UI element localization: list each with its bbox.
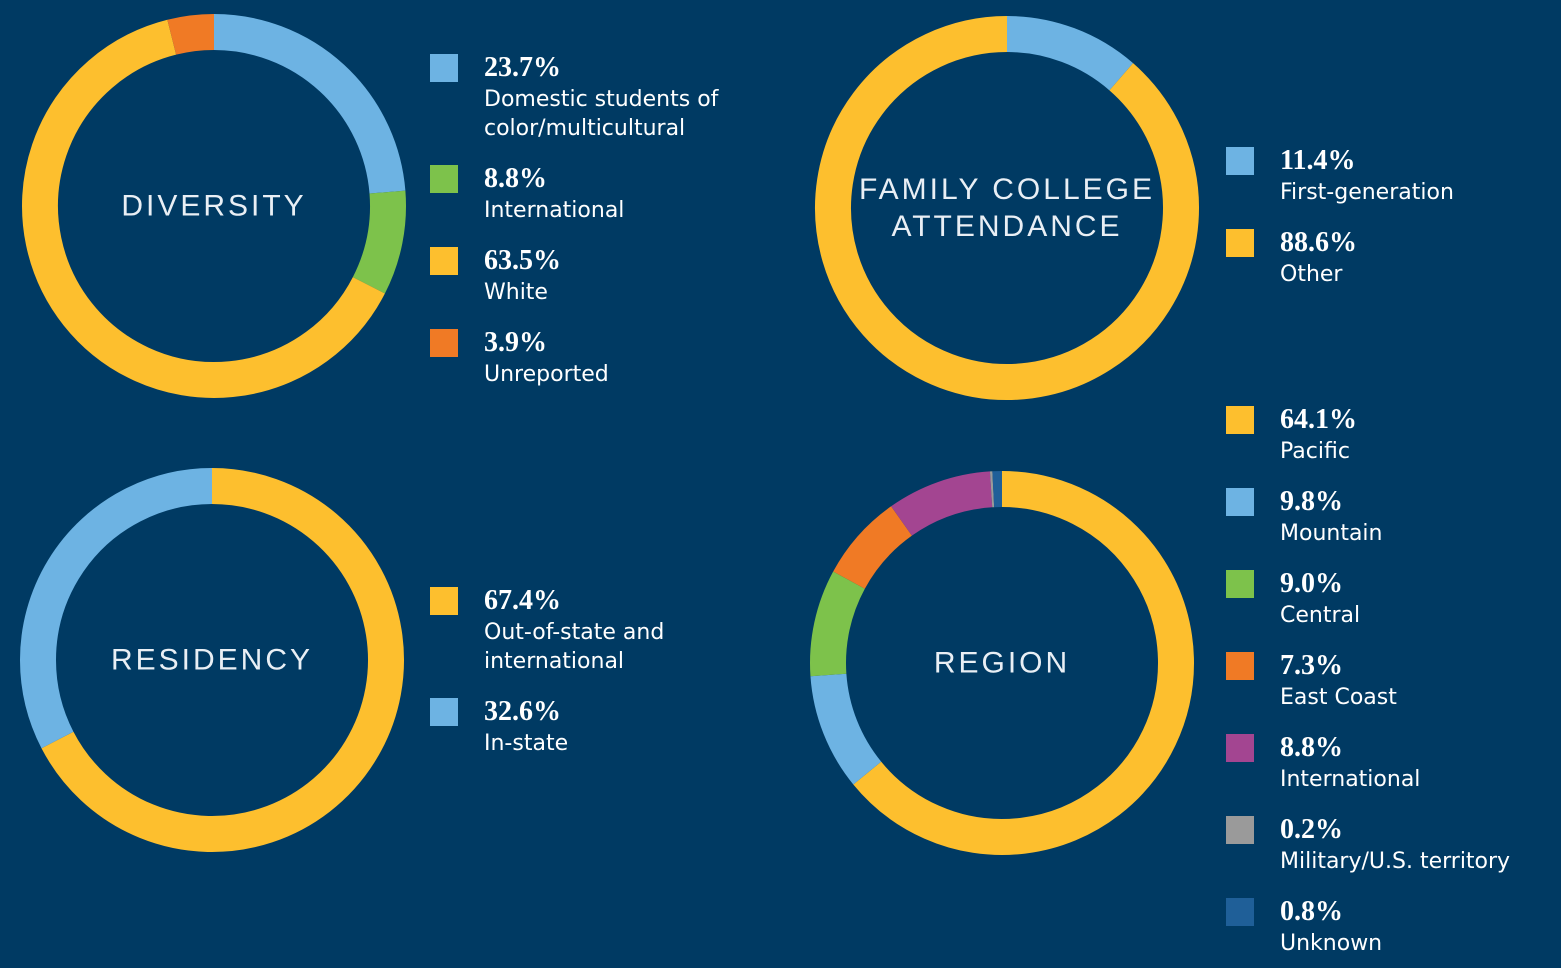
legend-value: 63.5% (484, 245, 561, 276)
legend-item: 9.8% Mountain (1226, 485, 1561, 548)
legend-swatch (430, 54, 458, 82)
legend-label: Unknown (1280, 931, 1383, 956)
donut-segment (815, 16, 1199, 400)
legend-swatch (1226, 734, 1254, 762)
donut-segment (891, 471, 993, 536)
donut-title: FAMILY COLLEGE ATTENDANCE (859, 173, 1155, 243)
legend-item: 88.6% Other (1226, 226, 1561, 289)
legend-item: 23.7% Domestic students of color/multicul… (430, 51, 774, 143)
legend-item: 11.4% First-generation (1226, 144, 1561, 207)
legend-value: 23.7% (484, 52, 561, 83)
legend-swatch (1226, 147, 1254, 175)
donut-segment (41, 468, 404, 852)
legend-label: In-state (484, 731, 569, 756)
legend-item: 9.0% Central (1226, 567, 1561, 630)
legend-value: 67.4% (484, 585, 561, 616)
legend-value: 88.6% (1280, 227, 1357, 258)
legend-swatch (1226, 406, 1254, 434)
legend-value: 3.9% (484, 327, 547, 358)
donut-title: DIVERSITY (121, 189, 307, 223)
legend-value: 8.8% (484, 163, 547, 194)
legend-swatch (430, 165, 458, 193)
donut-segment (213, 14, 406, 194)
legend: 23.7% Domestic students of color/multicul… (430, 51, 774, 389)
legend-swatch (1226, 570, 1254, 598)
legend-item: 63.5% White (430, 244, 774, 307)
legend-swatch (1226, 488, 1254, 516)
legend-label: Other (1280, 262, 1343, 287)
legend-swatch (1226, 898, 1254, 926)
legend-label: Military/U.S. territory (1280, 849, 1511, 874)
legend: 11.4% First-generation 88.6% Other (1226, 144, 1561, 289)
legend-item: 67.4% Out-of-state and international (430, 584, 744, 676)
legend-item: 3.9% Unreported (430, 326, 774, 389)
donut-segment (810, 571, 866, 677)
donut-title: REGION (933, 646, 1071, 680)
legend-label: East Coast (1280, 685, 1397, 710)
donut-segment (833, 506, 913, 590)
legend-value: 9.0% (1280, 568, 1343, 599)
legend-label: International (1280, 767, 1421, 792)
legend-label: Unreported (484, 362, 609, 387)
donut-title: RESIDENCY (110, 643, 314, 677)
legend-item: 32.6% In-state (430, 695, 744, 758)
legend-value: 32.6% (484, 696, 561, 727)
legend-value: 9.8% (1280, 486, 1343, 517)
legend-swatch (430, 698, 458, 726)
donut-segment (853, 471, 1194, 855)
legend-value: 0.2% (1280, 814, 1343, 845)
legend-value: 11.4% (1280, 145, 1356, 176)
legend-item: 64.1% Pacific (1226, 403, 1561, 466)
donut-segment (22, 19, 385, 398)
legend-label: Domestic students of color/multicultural (484, 87, 719, 141)
legend-label: Central (1280, 603, 1361, 628)
legend-label: Out-of-state and international (484, 620, 665, 674)
legend-swatch (430, 247, 458, 275)
legend-item: 0.2% Military/U.S. territory (1226, 813, 1561, 876)
legend-value: 64.1% (1280, 404, 1357, 435)
donut-segment (1006, 16, 1134, 91)
legend-item: 8.8% International (1226, 731, 1561, 794)
legend-item: 8.8% International (430, 162, 774, 225)
donut-segment (810, 673, 882, 785)
legend-label: Pacific (1280, 439, 1350, 464)
legend-swatch (1226, 229, 1254, 257)
legend: 64.1% Pacific 9.8% Mountain 9.0% Central 7.3% E… (1226, 403, 1561, 958)
donut-segment (20, 468, 213, 749)
legend-swatch (1226, 816, 1254, 844)
legend-item: 0.8% Unknown (1226, 895, 1561, 958)
legend-label: First-generation (1280, 180, 1454, 205)
legend-value: 8.8% (1280, 732, 1343, 763)
legend-label: White (484, 280, 548, 305)
legend: 67.4% Out-of-state and international 32.6%… (430, 584, 744, 758)
legend-swatch (1226, 652, 1254, 680)
legend-swatch (430, 329, 458, 357)
donut-segment (352, 190, 406, 294)
legend-value: 7.3% (1280, 650, 1343, 681)
legend-value: 0.8% (1280, 896, 1343, 927)
legend-label: Mountain (1280, 521, 1383, 546)
donut-segment (167, 14, 215, 55)
legend-item: 7.3% East Coast (1226, 649, 1561, 712)
legend-label: International (484, 198, 625, 223)
legend-swatch (430, 587, 458, 615)
